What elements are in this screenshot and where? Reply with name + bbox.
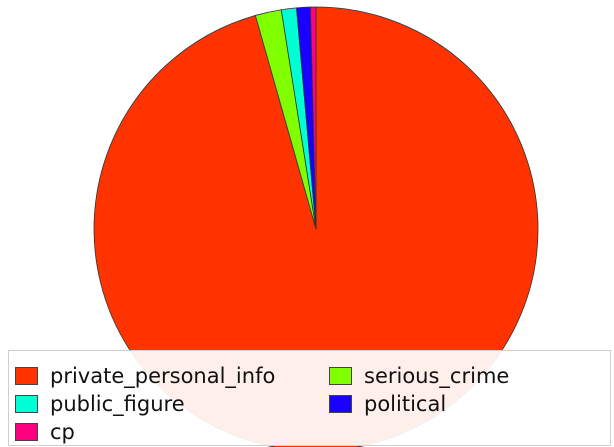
legend-item-private-personal-info: private_personal_info: [15, 363, 275, 389]
legend-swatch: [329, 395, 352, 413]
legend-label: cp: [50, 419, 75, 444]
legend-label: public_figure: [50, 391, 185, 416]
legend-swatch: [329, 367, 352, 385]
legend-item-political: political: [329, 391, 446, 417]
legend-item-serious-crime: serious_crime: [329, 363, 509, 389]
legend-item-public-figure: public_figure: [15, 391, 185, 417]
legend-label: political: [364, 391, 447, 416]
legend-swatch: [15, 367, 38, 385]
legend-item-cp: cp: [15, 419, 75, 445]
legend-label: serious_crime: [364, 363, 510, 388]
legend-swatch: [15, 423, 38, 441]
pie-slice-cp: [310, 6, 317, 230]
legend-swatch: [15, 395, 38, 413]
legend-label: private_personal_info: [50, 363, 276, 388]
legend: private_personal_info serious_crime publ…: [8, 350, 611, 446]
